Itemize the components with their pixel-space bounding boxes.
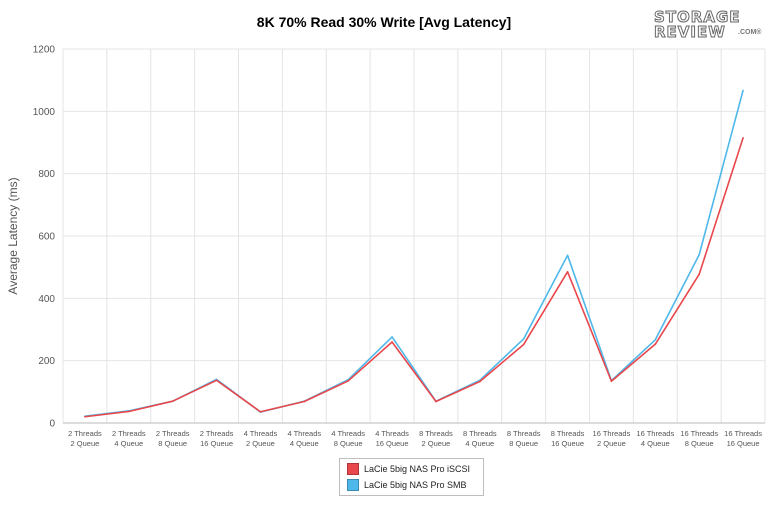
x-tick-label: 16 Threads 8 Queue (680, 429, 718, 448)
x-tick-label: 8 Threads 8 Queue (507, 429, 541, 448)
data-point (742, 137, 744, 139)
x-tick-label: 4 Threads 16 Queue (375, 429, 409, 448)
data-point (479, 380, 481, 383)
legend-swatch-iscsi (347, 463, 359, 475)
x-tick-label: 4 Threads 2 Queue (244, 429, 278, 448)
data-point (128, 410, 130, 413)
x-tick-label: 2 Threads 8 Queue (156, 429, 190, 448)
legend-item-iscsi: LaCie 5big NAS Pro iSCSI (347, 462, 470, 476)
y-tick-label: 1000 (33, 107, 56, 118)
x-tick-label: 8 Threads 16 Queue (551, 429, 585, 448)
x-tick-label: 2 Threads 2 Queue (68, 429, 102, 448)
chart-title: 8K 70% Read 30% Write [Avg Latency] (256, 14, 512, 30)
legend: LaCie 5big NAS Pro iSCSI LaCie 5big NAS … (339, 458, 484, 496)
data-point (522, 343, 525, 346)
data-point (566, 254, 569, 257)
data-point (654, 338, 657, 341)
y-tick-label: 0 (49, 419, 55, 430)
data-point (259, 410, 262, 413)
x-tick-label: 2 Threads 16 Queue (200, 429, 234, 448)
data-point (522, 338, 525, 340)
data-point (435, 400, 437, 403)
data-point (215, 379, 218, 382)
data-point (610, 380, 613, 383)
legend-swatch-smb (347, 479, 359, 491)
storagereview-logo: STORAGE REVIEW .COM® (652, 8, 764, 42)
legend-label-smb: LaCie 5big NAS Pro SMB (364, 480, 467, 490)
x-tick-label: 8 Threads 2 Queue (419, 429, 453, 448)
data-point (566, 271, 569, 273)
data-point (171, 400, 174, 402)
data-point (84, 415, 86, 418)
logo-line1: STORAGE (654, 8, 741, 27)
y-tick-label: 400 (38, 294, 55, 305)
data-point (698, 253, 700, 256)
data-point (654, 343, 657, 345)
y-tick-label: 1200 (33, 45, 56, 56)
data-point (303, 400, 306, 403)
data-point (347, 380, 349, 382)
data-point (391, 336, 393, 338)
y-tick-label: 200 (38, 356, 55, 367)
legend-item-smb: LaCie 5big NAS Pro SMB (347, 478, 467, 492)
y-axis-title: Average Latency (ms) (6, 177, 20, 294)
logo-line2: REVIEW (654, 23, 726, 42)
x-tick-label: 4 Threads 8 Queue (331, 429, 365, 448)
data-point (698, 273, 700, 276)
x-tick-label: 16 Threads 16 Queue (724, 429, 762, 448)
data-point (742, 89, 744, 92)
series-line-iscsi (84, 137, 744, 418)
x-tick-label: 16 Threads 2 Queue (593, 429, 631, 448)
y-tick-label: 600 (38, 232, 55, 243)
logo-suffix: .COM® (738, 29, 762, 36)
x-tick-label: 4 Threads 4 Queue (287, 429, 321, 448)
data-point (391, 341, 393, 343)
legend-label-iscsi: LaCie 5big NAS Pro iSCSI (364, 464, 471, 474)
x-tick-label: 16 Threads 4 Queue (636, 429, 674, 448)
x-tick-label: 2 Threads 4 Queue (112, 429, 146, 448)
x-tick-label: 8 Threads 4 Queue (463, 429, 497, 448)
y-tick-label: 800 (38, 169, 55, 180)
